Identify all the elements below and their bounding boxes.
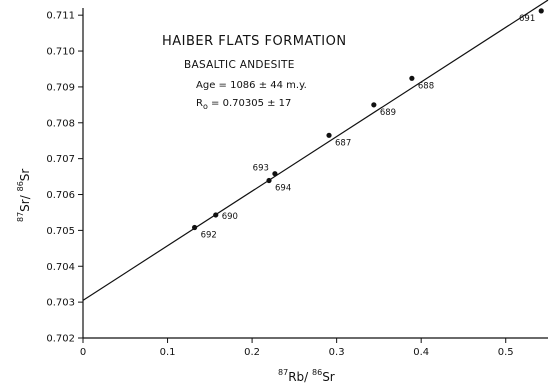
x-axis-label: 87Rb/ 86Sr <box>278 368 335 384</box>
point-label: 693 <box>253 164 269 174</box>
y-tick-label: 0.710 <box>46 47 75 58</box>
data-point <box>326 132 332 138</box>
data-point <box>409 75 415 81</box>
data-point <box>272 171 278 177</box>
chart-title: HAIBER FLATS FORMATION <box>162 34 347 49</box>
y-tick-label: 0.704 <box>46 262 75 273</box>
x-tick-label: 0.4 <box>413 347 429 358</box>
ro-value: = 0.70305 ± 17 <box>208 98 292 109</box>
ro-annotation: Ro = 0.70305 ± 17 <box>196 98 291 111</box>
ro-subscript: o <box>203 102 208 111</box>
point-label: 688 <box>418 81 434 91</box>
point-label: 692 <box>201 231 217 241</box>
point-label: 690 <box>222 212 238 222</box>
isochron-line <box>82 0 549 301</box>
data-points: 692 690 694 693 687 689 688 691 <box>192 8 544 241</box>
y-tick-label: 0.702 <box>46 334 75 345</box>
age-annotation: Age = 1086 ± 44 m.y. <box>196 80 307 91</box>
y-tick-label: 0.711 <box>46 11 75 22</box>
data-point <box>538 8 544 14</box>
x-ticks: 0 0.1 0.2 0.3 0.4 0.5 <box>80 338 514 358</box>
y-axis-label: 87Sr/ 86Sr <box>16 169 32 222</box>
point-label: 694 <box>275 184 291 194</box>
y-tick-label: 0.703 <box>46 298 75 309</box>
plot-frame <box>82 8 548 339</box>
data-point <box>266 177 272 184</box>
y-tick-label: 0.705 <box>46 226 75 237</box>
y-ticks: 0.702 0.703 0.704 0.705 0.706 0.707 0.708 0.709… <box>46 11 83 345</box>
x-tick-label: 0.1 <box>160 347 176 358</box>
data-point <box>371 102 377 108</box>
data-point <box>192 224 198 231</box>
x-tick-label: 0 <box>80 347 86 358</box>
y-tick-label: 0.709 <box>46 82 75 93</box>
x-tick-label: 0.5 <box>498 347 514 358</box>
data-point <box>213 212 219 218</box>
chart-subtitle: BASALTIC ANDESITE <box>184 59 295 71</box>
point-label: 691 <box>519 14 535 24</box>
point-label: 689 <box>380 108 396 118</box>
ro-symbol: R <box>196 98 203 109</box>
y-tick-label: 0.708 <box>46 118 75 129</box>
y-tick-label: 0.706 <box>46 190 75 201</box>
point-label: 687 <box>335 138 351 148</box>
y-tick-label: 0.707 <box>46 154 75 165</box>
x-tick-label: 0.3 <box>329 347 345 358</box>
x-tick-label: 0.2 <box>244 347 260 358</box>
